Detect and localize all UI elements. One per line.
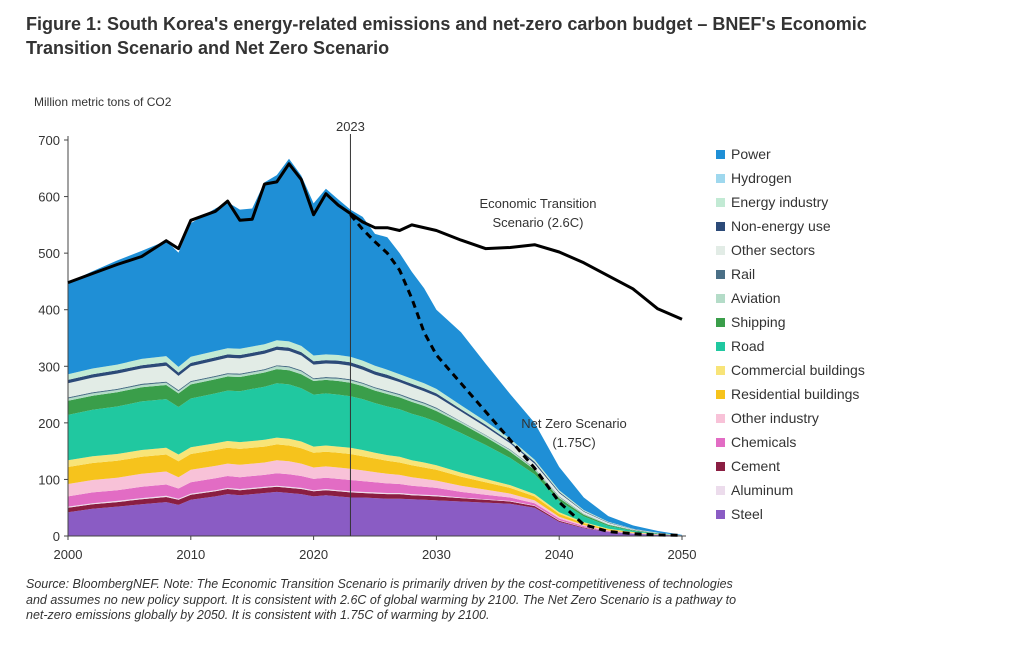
- source-note-line-3: net-zero emissions globally by 2050. It …: [26, 608, 490, 622]
- legend-label: Rail: [731, 266, 756, 282]
- legend-item-other-sectors: Other sectors: [716, 238, 1016, 262]
- legend-swatch: [716, 509, 725, 519]
- legend-swatch: [716, 485, 725, 495]
- legend-label: Residential buildings: [731, 386, 860, 402]
- legend-label: Aviation: [731, 290, 781, 306]
- legend-swatch: [716, 365, 725, 375]
- annotation-line-2: (1.75C): [552, 435, 595, 450]
- marker-line-label: 2023: [336, 119, 365, 134]
- area-commercial-buildings: [68, 437, 682, 536]
- y-tick-label: 300: [38, 359, 60, 374]
- legend-label: Chemicals: [731, 434, 797, 450]
- area-power: [68, 158, 682, 536]
- legend-item-non-energy-use: Non-energy use: [716, 214, 1016, 238]
- legend-item-road: Road: [716, 334, 1016, 358]
- chart-legend: Power Hydrogen Energy industry Non-energy u…: [716, 142, 1016, 526]
- chart-title-line-1: Figure 1: South Korea's energy-related e…: [26, 14, 867, 34]
- legend-item-power: Power: [716, 142, 1016, 166]
- legend-swatch: [716, 149, 725, 159]
- legend-label: Hydrogen: [731, 170, 792, 186]
- legend-item-aluminum: Aluminum: [716, 478, 1016, 502]
- y-axis-label: Million metric tons of CO2: [34, 95, 172, 109]
- chart-title-line-2: Transition Scenario and Net Zero Scenari…: [26, 38, 390, 58]
- y-tick-label: 200: [38, 416, 60, 431]
- legend-label: Steel: [731, 506, 763, 522]
- legend-swatch: [716, 245, 725, 255]
- legend-label: Road: [731, 338, 765, 354]
- legend-label: Power: [731, 146, 771, 162]
- area-cement: [68, 486, 682, 536]
- source-note-line-1: Source: BloombergNEF. Note: The Economic…: [26, 577, 733, 591]
- annotation-line-1: Economic Transition: [479, 196, 596, 211]
- x-tick-label: 2040: [545, 547, 574, 562]
- annotation-line-2: Scenario (2.6C): [492, 215, 583, 230]
- x-tick-label: 2030: [422, 547, 451, 562]
- legend-item-shipping: Shipping: [716, 310, 1016, 334]
- legend-item-residential-buildings: Residential buildings: [716, 382, 1016, 406]
- y-tick-label: 700: [38, 133, 60, 148]
- legend-label: Cement: [731, 458, 781, 474]
- legend-swatch: [716, 389, 725, 399]
- legend-swatch: [716, 197, 725, 207]
- annotation-line-1: Net Zero Scenario: [521, 416, 627, 431]
- legend-item-commercial-buildings: Commercial buildings: [716, 358, 1016, 382]
- legend-item-steel: Steel: [716, 502, 1016, 526]
- line-economic-transition-scenario-2-6c: [67, 162, 683, 321]
- area-road: [68, 383, 682, 536]
- x-tick-label: 2010: [176, 547, 205, 562]
- y-tick-label: 600: [38, 190, 60, 205]
- area-other-sectors: [68, 349, 682, 536]
- legend-label: Aluminum: [731, 482, 794, 498]
- y-tick-label: 100: [38, 472, 60, 487]
- line-net-zero-scenario-1-75c: [349, 213, 683, 537]
- source-note-line-2: and assumes no new policy support. It is…: [26, 592, 737, 607]
- legend-item-aviation: Aviation: [716, 286, 1016, 310]
- legend-swatch: [716, 413, 725, 423]
- legend-label: Other sectors: [731, 242, 816, 258]
- area-residential-buildings: [68, 444, 682, 536]
- chart-title: Figure 1: South Korea's energy-related e…: [26, 12, 1016, 60]
- area-chemicals: [68, 473, 682, 536]
- source-note: Source: BloombergNEF. Note: The Economic…: [26, 577, 1016, 624]
- area-shipping: [68, 369, 682, 536]
- y-tick-label: 500: [38, 246, 60, 261]
- legend-swatch: [716, 173, 725, 183]
- legend-item-cement: Cement: [716, 454, 1016, 478]
- legend-swatch: [716, 269, 725, 279]
- legend-item-rail: Rail: [716, 262, 1016, 286]
- legend-item-hydrogen: Hydrogen: [716, 166, 1016, 190]
- legend-swatch: [716, 341, 725, 351]
- legend-label: Commercial buildings: [731, 362, 865, 378]
- area-steel: [68, 491, 682, 536]
- x-tick-label: 2050: [668, 547, 697, 562]
- legend-swatch: [716, 461, 725, 471]
- area-other-industry: [68, 460, 682, 536]
- y-tick-label: 400: [38, 303, 60, 318]
- legend-label: Other industry: [731, 410, 819, 426]
- legend-swatch: [716, 317, 725, 327]
- legend-label: Non-energy use: [731, 218, 831, 234]
- x-tick-label: 2000: [54, 547, 83, 562]
- legend-swatch: [716, 437, 725, 447]
- x-tick-label: 2020: [299, 547, 328, 562]
- legend-swatch: [716, 293, 725, 303]
- legend-label: Energy industry: [731, 194, 829, 210]
- legend-swatch: [716, 221, 725, 231]
- y-tick-label: 0: [53, 529, 60, 544]
- legend-item-other-industry: Other industry: [716, 406, 1016, 430]
- legend-label: Shipping: [731, 314, 786, 330]
- legend-item-energy-industry: Energy industry: [716, 190, 1016, 214]
- legend-item-chemicals: Chemicals: [716, 430, 1016, 454]
